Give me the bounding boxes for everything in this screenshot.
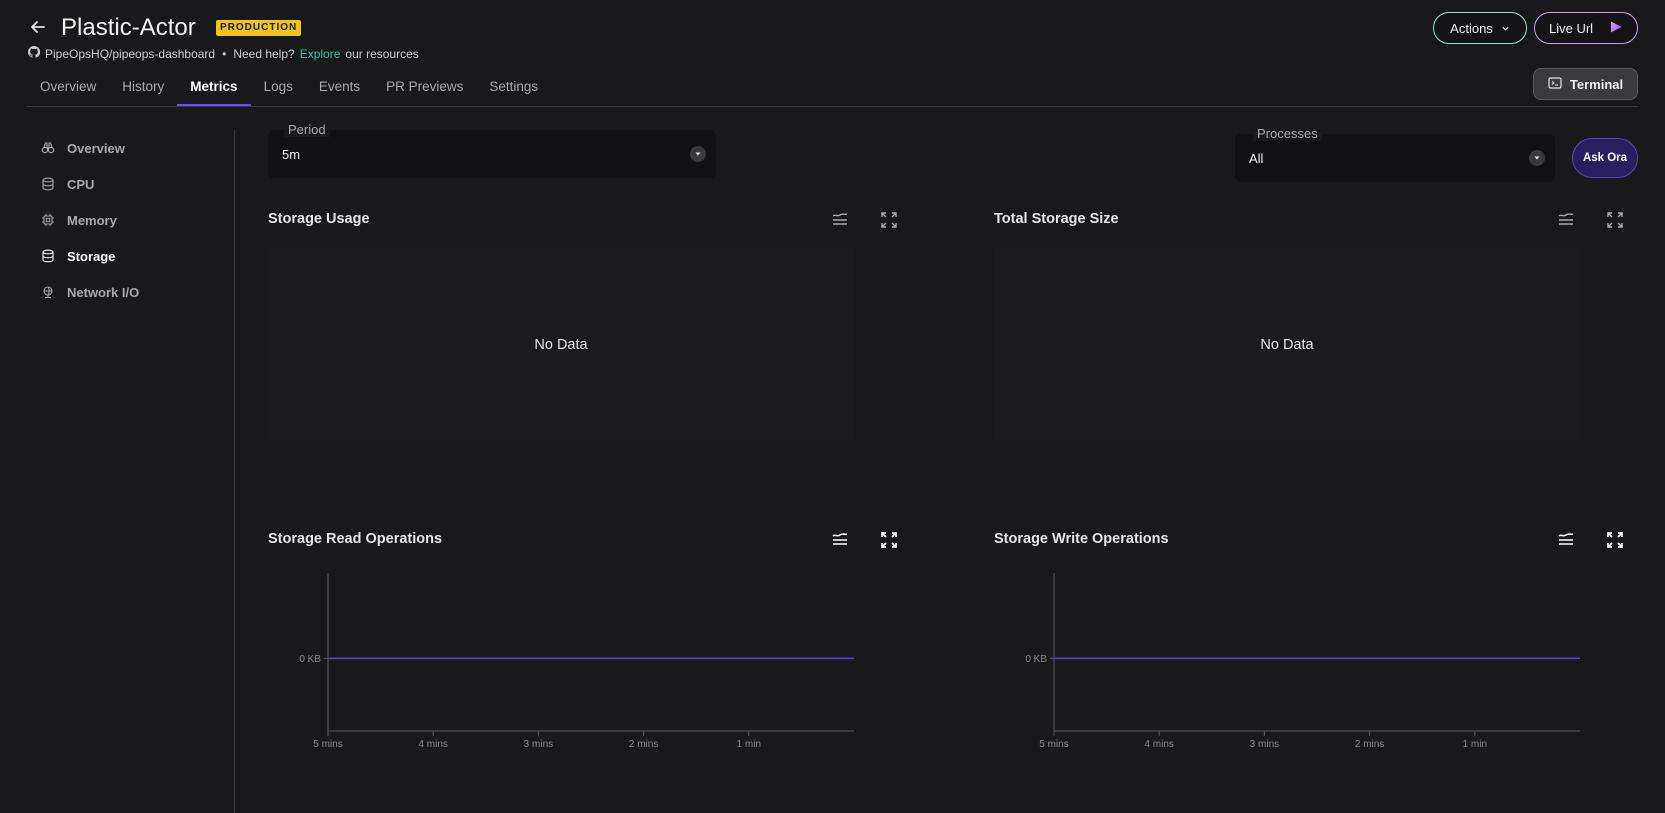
chevron-down-icon [1501, 21, 1510, 36]
x-tick-label: 1 min [737, 739, 761, 749]
tab-events[interactable]: Events [318, 78, 361, 94]
total-storage-size-card: Total Storage Size No Data [994, 209, 1623, 443]
sidebar-item-cpu[interactable]: CPU [27, 166, 227, 202]
terminal-button[interactable]: Terminal [1533, 68, 1638, 100]
expand-icon[interactable] [1604, 529, 1626, 551]
period-select[interactable]: Period 5m [268, 122, 716, 178]
github-icon [27, 45, 41, 61]
sidebar-item-label: Storage [67, 248, 116, 264]
repo-link[interactable]: PipeOpsHQ/pipeops-dashboard [45, 46, 216, 61]
x-tick-label: 1 min [1463, 739, 1487, 749]
chart-type-icon[interactable] [1555, 209, 1577, 231]
sidebar-item-memory[interactable]: Memory [27, 202, 227, 238]
expand-icon[interactable] [1604, 209, 1626, 231]
chip-icon [41, 213, 55, 227]
tab-divider [27, 106, 1638, 107]
storage-usage-card: Storage Usage No Data [268, 209, 897, 443]
sidebar-item-label: Overview [67, 140, 125, 156]
period-value: 5m [282, 147, 301, 162]
actions-label: Actions [1450, 20, 1493, 36]
live-url-button[interactable]: Live Url [1534, 12, 1638, 44]
expand-icon[interactable] [878, 209, 900, 231]
separator-dot: • [222, 46, 227, 61]
chart-type-icon[interactable] [829, 529, 851, 551]
x-tick-label: 2 mins [1355, 739, 1384, 749]
tab-logs[interactable]: Logs [263, 78, 293, 94]
card-title: Storage Write Operations [994, 531, 1169, 547]
tab-settings[interactable]: Settings [489, 78, 539, 94]
dropdown-caret-icon [690, 146, 706, 162]
tab-history[interactable]: History [122, 78, 165, 94]
live-url-label: Live Url [1549, 20, 1594, 36]
x-tick-label: 2 mins [629, 739, 658, 749]
storage-write-operations-card: Storage Write Operations 5 mins 4 mins 3 m… [994, 529, 1623, 751]
tab-bar: Overview History Metrics Logs Events PR … [27, 66, 551, 106]
page-header: Plastic-Actor PRODUCTION PipeOpsHQ/pipeo… [0, 0, 1665, 108]
page-title: Plastic-Actor [61, 14, 196, 41]
storage-read-operations-chart: 5 mins 4 mins 3 mins 2 mins 1 min 0 KB [299, 573, 854, 749]
sidebar-divider [234, 130, 235, 813]
binoculars-icon [41, 141, 55, 155]
sidebar-item-storage[interactable]: Storage [27, 238, 227, 274]
processes-label: Processes [1253, 126, 1322, 141]
help-suffix: our resources [345, 46, 419, 61]
processes-select[interactable]: Processes All [1235, 126, 1555, 182]
no-data-text: No Data [534, 337, 588, 353]
x-tick-label: 4 mins [1144, 739, 1173, 749]
sidebar-item-overview[interactable]: Overview [27, 130, 227, 166]
storage-write-operations-chart: 5 mins 4 mins 3 mins 2 mins 1 min 0 KB [1025, 573, 1580, 749]
metrics-sidebar: Overview CPU Memory Storage Network I/O [27, 130, 227, 310]
tab-overview[interactable]: Overview [40, 78, 97, 94]
x-tick-label: 4 mins [418, 739, 447, 749]
sidebar-item-network-io[interactable]: Network I/O [27, 274, 227, 310]
chart-empty-state: No Data [268, 249, 854, 441]
sidebar-item-label: Memory [67, 212, 117, 228]
database-icon [41, 177, 55, 191]
x-tick-label: 5 mins [313, 739, 342, 749]
chart-empty-state: No Data [994, 249, 1580, 441]
y-tick-label: 0 KB [1025, 654, 1047, 665]
play-icon [1609, 20, 1623, 37]
storage-read-operations-card: Storage Read Operations 5 mins 4 mins 3 mi… [268, 529, 897, 751]
card-title: Total Storage Size [994, 211, 1119, 227]
back-arrow-icon[interactable] [27, 16, 49, 38]
sidebar-item-label: CPU [67, 176, 95, 192]
chart-type-icon[interactable] [829, 209, 851, 231]
y-tick-label: 0 KB [299, 654, 321, 665]
sidebar-item-label: Network I/O [67, 284, 140, 300]
period-label: Period [284, 122, 330, 137]
card-title: Storage Read Operations [268, 531, 443, 547]
card-title: Storage Usage [268, 211, 370, 227]
terminal-icon [1548, 76, 1562, 93]
dropdown-caret-icon [1529, 150, 1545, 166]
x-tick-label: 5 mins [1039, 739, 1068, 749]
environment-badge: PRODUCTION [216, 20, 302, 36]
explore-link[interactable]: Explore [299, 46, 341, 61]
chart-type-icon[interactable] [1555, 529, 1577, 551]
no-data-text: No Data [1260, 337, 1314, 353]
ask-ora-button[interactable]: Ask Ora [1572, 138, 1638, 178]
help-prefix: Need help? [233, 46, 295, 61]
tab-metrics[interactable]: Metrics [177, 66, 251, 106]
terminal-label: Terminal [1569, 76, 1624, 92]
x-tick-label: 3 mins [524, 739, 553, 749]
repo-info: PipeOpsHQ/pipeops-dashboard • Need help?… [27, 45, 419, 61]
database-icon [41, 249, 55, 263]
globe-icon [41, 285, 55, 299]
expand-icon[interactable] [878, 529, 900, 551]
actions-button[interactable]: Actions [1433, 12, 1527, 44]
processes-value: All [1249, 151, 1264, 166]
x-tick-label: 3 mins [1250, 739, 1279, 749]
tab-pr-previews[interactable]: PR Previews [386, 78, 464, 94]
